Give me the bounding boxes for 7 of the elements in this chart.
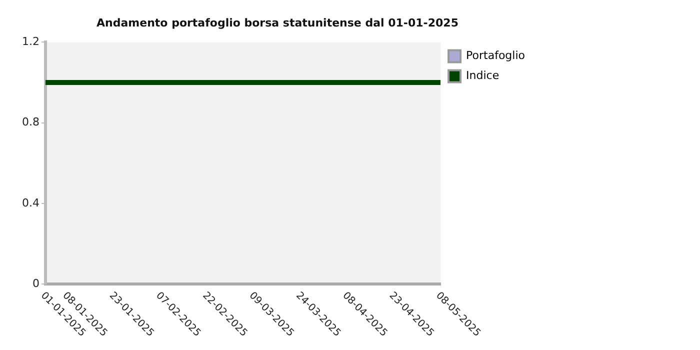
- y-tick-label: 0.8: [22, 116, 40, 129]
- chart-title: Andamento portafoglio borsa statunitense dal 01-01-2025: [96, 16, 458, 30]
- legend-label: Indice: [466, 69, 500, 82]
- legend-label: Portafoglio: [466, 49, 526, 62]
- y-tick-label: 1.2: [22, 35, 40, 48]
- y-tick-label: 0.4: [22, 196, 40, 210]
- y-tick-label: 0: [32, 276, 40, 290]
